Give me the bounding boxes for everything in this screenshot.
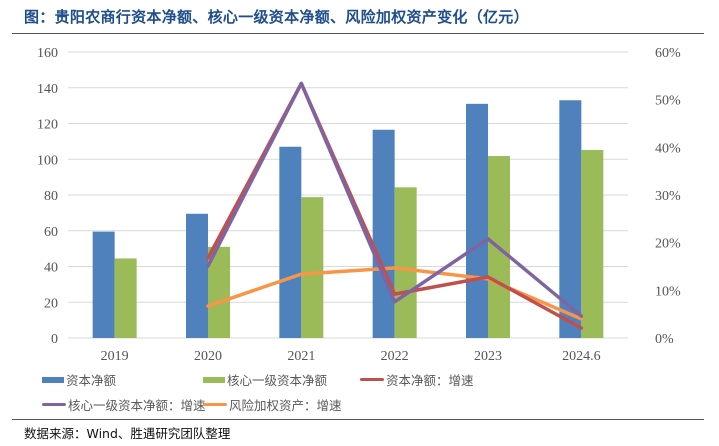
bar-core-tier1 (394, 187, 417, 338)
left-tick-label: 20 (44, 296, 58, 311)
right-tick-label: 20% (655, 237, 681, 252)
right-tick-label: 30% (655, 189, 681, 204)
lines (206, 81, 584, 330)
bar-capital-net (279, 146, 302, 338)
x-tick-label: 2023 (474, 349, 502, 364)
bar-capital-net (186, 213, 208, 338)
x-tick-label: 2022 (381, 349, 409, 364)
bar-core-tier1 (114, 258, 137, 338)
top-divider (12, 33, 704, 34)
legend-swatch (42, 403, 66, 406)
legend-swatch (360, 378, 384, 381)
x-tick-label: 2021 (287, 349, 315, 364)
bottom-divider (12, 419, 704, 420)
right-tick-label: 0% (655, 332, 674, 347)
left-tick-label: 40 (44, 261, 58, 276)
x-axis-ticks: 2019 2020 2021 2022 2023 2024.6 (101, 349, 601, 364)
left-tick-label: 120 (37, 118, 58, 133)
data-source: 数据来源：Wind、胜遇研究团队整理 (24, 426, 231, 441)
legend-label: 资本净额 (66, 373, 117, 388)
left-tick-label: 80 (44, 189, 58, 204)
left-tick-label: 0 (51, 332, 58, 347)
legend-item-rwa-growth: 风险加权资产：增速 (203, 395, 342, 414)
bar-capital-net (92, 231, 115, 338)
right-tick-label: 50% (655, 94, 681, 109)
right-tick-label: 10% (655, 284, 681, 299)
left-axis-ticks: 0 20 40 60 80 100 120 140 160 (37, 46, 58, 347)
legend-swatch (203, 376, 225, 383)
right-tick-label: 60% (655, 46, 681, 61)
legend-swatch (42, 376, 64, 383)
left-tick-label: 100 (37, 153, 58, 168)
gridlines (68, 51, 628, 339)
left-tick-label: 140 (37, 82, 58, 97)
left-tick-label: 60 (44, 225, 58, 240)
legend-swatch (203, 403, 227, 406)
right-axis-ticks: 0% 10% 20% 30% 40% 50% 60% (655, 46, 681, 347)
legend-label: 风险加权资产：增速 (229, 398, 342, 413)
x-tick-label: 2019 (101, 349, 129, 364)
legend-item-core-tier1: 核心一级资本净额 (203, 370, 327, 389)
core-growth-line (206, 81, 584, 318)
legend-label: 核心一级资本净额：增速 (68, 398, 206, 413)
bar-capital-net (372, 129, 395, 338)
x-tick-label: 2020 (194, 349, 222, 364)
legend-label: 资本净额：增速 (386, 373, 474, 388)
x-tick-label: 2024.6 (562, 349, 601, 364)
legend-item-capital-growth: 资本净额：增速 (360, 370, 474, 389)
bar-core-tier1 (208, 246, 230, 338)
bar-capital-net (559, 100, 582, 338)
legend-item-capital-net: 资本净额 (42, 370, 116, 389)
legend-item-core-growth: 核心一级资本净额：增速 (42, 395, 206, 414)
bar-core-tier1 (301, 197, 324, 338)
bar-capital-net (466, 103, 488, 339)
left-tick-label: 160 (37, 46, 58, 61)
bar-core-tier1 (581, 149, 604, 338)
legend-label: 核心一级资本净额 (227, 373, 328, 388)
right-tick-label: 40% (655, 141, 681, 156)
figure-title: 图：贵阳农商行资本净额、核心一级资本净额、风险加权资产变化（亿元） (24, 8, 529, 26)
